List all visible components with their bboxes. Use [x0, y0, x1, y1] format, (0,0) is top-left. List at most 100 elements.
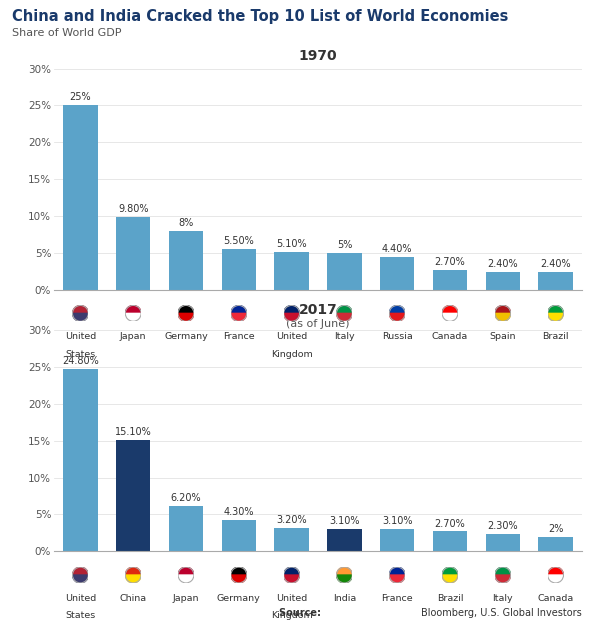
Wedge shape — [442, 575, 458, 583]
Bar — [380, 257, 415, 290]
Wedge shape — [442, 567, 458, 575]
Wedge shape — [548, 305, 563, 313]
Text: 2.70%: 2.70% — [434, 257, 466, 267]
Text: Japan: Japan — [120, 332, 146, 341]
Bar — [221, 249, 256, 290]
Text: Germany: Germany — [217, 594, 260, 602]
Wedge shape — [442, 313, 458, 321]
Bar — [538, 272, 573, 290]
Wedge shape — [389, 305, 405, 313]
Text: 8%: 8% — [178, 218, 194, 228]
Wedge shape — [73, 575, 88, 583]
Text: China: China — [119, 594, 147, 602]
Text: 4.40%: 4.40% — [382, 244, 412, 254]
Wedge shape — [284, 567, 299, 575]
Bar — [485, 535, 520, 551]
Wedge shape — [231, 575, 247, 583]
Wedge shape — [73, 305, 88, 313]
Wedge shape — [73, 567, 88, 575]
Text: States: States — [65, 611, 95, 620]
Wedge shape — [178, 305, 194, 313]
Text: 6.20%: 6.20% — [170, 493, 202, 503]
Text: (as of June): (as of June) — [286, 319, 350, 329]
Wedge shape — [125, 567, 141, 575]
Text: 2.40%: 2.40% — [487, 259, 518, 269]
Text: United: United — [65, 332, 96, 341]
Wedge shape — [495, 567, 511, 575]
Wedge shape — [125, 575, 141, 583]
Bar — [169, 506, 203, 551]
Bar — [116, 217, 151, 290]
Text: United: United — [276, 594, 307, 602]
Text: Spain: Spain — [490, 332, 516, 341]
Wedge shape — [548, 575, 563, 583]
Text: 3.10%: 3.10% — [382, 516, 412, 526]
Text: Canada: Canada — [538, 594, 574, 602]
Text: 24.80%: 24.80% — [62, 356, 99, 366]
Wedge shape — [178, 567, 194, 575]
Text: Bloomberg, U.S. Global Investors: Bloomberg, U.S. Global Investors — [421, 608, 582, 618]
Text: France: France — [223, 332, 254, 341]
Text: United: United — [276, 332, 307, 341]
Text: 4.30%: 4.30% — [224, 506, 254, 516]
Bar — [116, 440, 151, 551]
Text: Kingdom: Kingdom — [271, 350, 313, 358]
Text: China and India Cracked the Top 10 List of World Economies: China and India Cracked the Top 10 List … — [12, 9, 508, 24]
Text: 2.40%: 2.40% — [540, 259, 571, 269]
Wedge shape — [389, 567, 405, 575]
Text: 2%: 2% — [548, 524, 563, 534]
Bar — [538, 536, 573, 551]
Text: 15.10%: 15.10% — [115, 427, 152, 437]
Wedge shape — [389, 575, 405, 583]
Text: Canada: Canada — [432, 332, 468, 341]
Wedge shape — [284, 313, 299, 321]
Wedge shape — [73, 313, 88, 321]
Wedge shape — [337, 305, 352, 313]
Wedge shape — [125, 313, 141, 321]
Text: Kingdom: Kingdom — [271, 611, 313, 620]
Bar — [327, 253, 362, 290]
Text: Japan: Japan — [173, 594, 199, 602]
Text: Source:: Source: — [279, 608, 325, 618]
Wedge shape — [178, 575, 194, 583]
Bar — [327, 528, 362, 551]
Text: Italy: Italy — [493, 594, 513, 602]
Text: 3.10%: 3.10% — [329, 516, 359, 526]
Text: 5%: 5% — [337, 240, 352, 250]
Bar — [380, 528, 415, 551]
Text: Share of World GDP: Share of World GDP — [12, 28, 121, 38]
Text: 9.80%: 9.80% — [118, 204, 148, 214]
Text: Russia: Russia — [382, 332, 413, 341]
Wedge shape — [231, 305, 247, 313]
Wedge shape — [284, 575, 299, 583]
Text: 2.30%: 2.30% — [487, 521, 518, 531]
Wedge shape — [231, 313, 247, 321]
Bar — [169, 231, 203, 290]
Wedge shape — [178, 313, 194, 321]
Wedge shape — [284, 305, 299, 313]
Text: 2.70%: 2.70% — [434, 518, 466, 528]
Wedge shape — [389, 313, 405, 321]
Wedge shape — [548, 313, 563, 321]
Wedge shape — [548, 567, 563, 575]
Text: 5.10%: 5.10% — [276, 239, 307, 249]
Text: Germany: Germany — [164, 332, 208, 341]
Wedge shape — [337, 313, 352, 321]
Wedge shape — [495, 575, 511, 583]
Wedge shape — [231, 567, 247, 575]
Wedge shape — [125, 305, 141, 313]
Text: Italy: Italy — [334, 332, 355, 341]
Text: Brazil: Brazil — [542, 332, 569, 341]
Bar — [274, 252, 309, 290]
Text: France: France — [382, 594, 413, 602]
Bar — [63, 105, 98, 290]
Bar — [221, 520, 256, 551]
Wedge shape — [337, 575, 352, 583]
Text: 2017: 2017 — [299, 303, 337, 317]
Bar — [485, 272, 520, 290]
Wedge shape — [442, 305, 458, 313]
Text: 5.50%: 5.50% — [223, 236, 254, 246]
Bar — [274, 528, 309, 551]
Wedge shape — [495, 305, 511, 313]
Wedge shape — [337, 567, 352, 575]
